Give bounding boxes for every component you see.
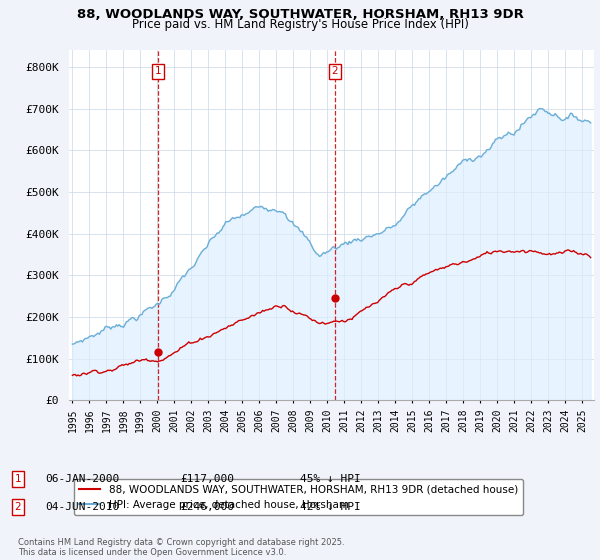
Text: 2: 2 xyxy=(14,502,22,512)
Text: Contains HM Land Registry data © Crown copyright and database right 2025.
This d: Contains HM Land Registry data © Crown c… xyxy=(18,538,344,557)
Text: £117,000: £117,000 xyxy=(180,474,234,484)
Text: 2: 2 xyxy=(332,66,338,76)
Text: 1: 1 xyxy=(154,66,161,76)
Text: £246,000: £246,000 xyxy=(180,502,234,512)
Legend: 88, WOODLANDS WAY, SOUTHWATER, HORSHAM, RH13 9DR (detached house), HPI: Average : 88, WOODLANDS WAY, SOUTHWATER, HORSHAM, … xyxy=(74,479,523,515)
Text: Price paid vs. HM Land Registry's House Price Index (HPI): Price paid vs. HM Land Registry's House … xyxy=(131,18,469,31)
Text: 04-JUN-2010: 04-JUN-2010 xyxy=(45,502,119,512)
Text: 06-JAN-2000: 06-JAN-2000 xyxy=(45,474,119,484)
Text: 1: 1 xyxy=(14,474,22,484)
Text: 45% ↓ HPI: 45% ↓ HPI xyxy=(300,474,361,484)
Text: 88, WOODLANDS WAY, SOUTHWATER, HORSHAM, RH13 9DR: 88, WOODLANDS WAY, SOUTHWATER, HORSHAM, … xyxy=(77,8,523,21)
Text: 42% ↓ HPI: 42% ↓ HPI xyxy=(300,502,361,512)
